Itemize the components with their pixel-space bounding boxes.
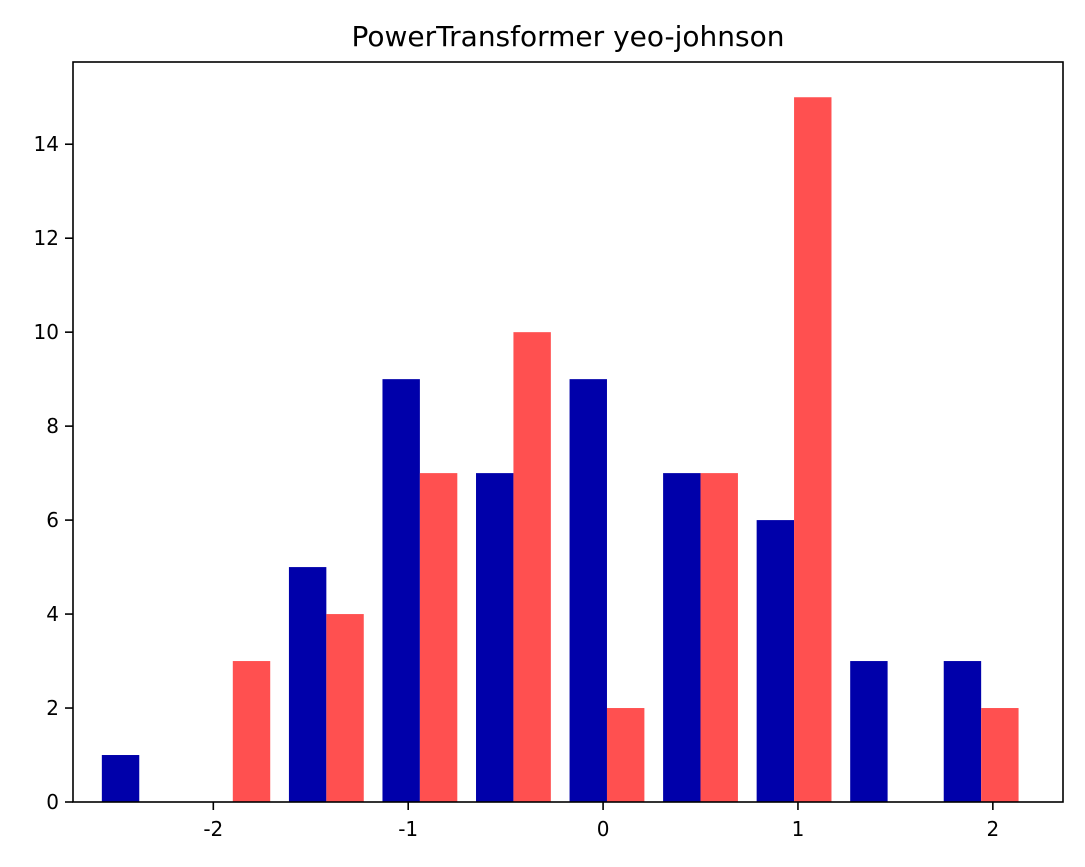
y-tick-label: 10 [34,320,59,344]
bar-series0-bin2 [288,567,327,802]
y-tick-label: 6 [46,508,59,532]
y-tick-label: 8 [46,414,59,438]
y-tick-label: 14 [34,132,59,156]
bar-series1-bin4 [513,332,551,802]
bar-series0-bin3 [382,379,420,802]
axes-group [72,61,1064,803]
x-tick-label: 1 [792,817,805,841]
bar-series0-bin5 [569,379,607,802]
bar-series0-bin8 [850,661,888,802]
bar-series1-bin3 [419,473,458,802]
y-tick-label: 4 [46,602,59,626]
x-tick-label: -1 [398,817,418,841]
y-ticks-group: 0 2 4 6 8 10 12 14 [34,132,73,814]
bar-series1-bin7 [794,97,832,802]
bar-series0-bin9 [943,661,982,802]
x-ticks-group: -2 -1 0 1 2 [203,802,999,841]
bar-series1-bin2 [326,614,364,802]
bar-series0-bin7 [756,520,795,802]
y-tick-label: 12 [34,226,59,250]
x-tick-label: -2 [203,817,223,841]
bars-group [101,97,1019,802]
bar-series1-bin9 [981,708,1019,802]
y-tick-label: 0 [46,790,59,814]
y-tick-label: 2 [46,696,59,720]
bar-series0-bin6 [663,473,701,802]
x-tick-label: 0 [597,817,610,841]
bar-series1-bin1 [232,661,271,802]
plot-frame [72,61,1064,803]
bar-series0-bin4 [476,473,514,802]
chart-title: PowerTransformer yeo-johnson [352,20,785,53]
bar-series1-bin6 [700,473,738,802]
bar-series0-bin0 [101,755,140,802]
bar-series1-bin5 [606,708,645,802]
x-tick-label: 2 [986,817,999,841]
